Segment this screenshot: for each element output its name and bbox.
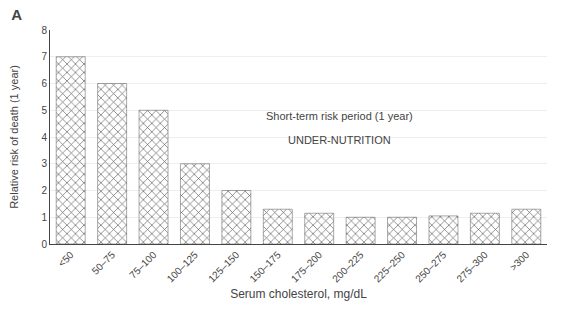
svg-text:A: A <box>11 6 22 23</box>
svg-text:150–175: 150–175 <box>247 249 283 285</box>
svg-text:250–275: 250–275 <box>413 249 449 285</box>
svg-text:0: 0 <box>41 239 47 250</box>
svg-text:>300: >300 <box>508 249 532 273</box>
svg-text:100–125: 100–125 <box>165 249 201 285</box>
svg-text:UNDER-NUTRITION: UNDER-NUTRITION <box>288 134 391 146</box>
svg-text:3: 3 <box>41 158 47 169</box>
svg-text:4: 4 <box>41 132 47 143</box>
svg-text:Relative risk of death (1 year: Relative risk of death (1 year) <box>8 65 20 209</box>
svg-text:200–225: 200–225 <box>330 249 366 285</box>
svg-text:1: 1 <box>41 212 47 223</box>
svg-text:75–100: 75–100 <box>127 249 159 281</box>
svg-text:7: 7 <box>41 51 47 62</box>
svg-text:8: 8 <box>41 25 47 36</box>
svg-text:Serum cholesterol, mg/dL: Serum cholesterol, mg/dL <box>230 287 367 301</box>
svg-text:50–75: 50–75 <box>90 249 118 277</box>
svg-text:175–200: 175–200 <box>289 249 325 285</box>
svg-text:125–150: 125–150 <box>206 249 242 285</box>
svg-text:<50: <50 <box>56 249 76 269</box>
svg-text:Short-term risk period (1 year: Short-term risk period (1 year) <box>266 110 413 122</box>
svg-text:275–300: 275–300 <box>455 249 491 285</box>
svg-text:2: 2 <box>41 185 47 196</box>
svg-text:5: 5 <box>41 105 47 116</box>
svg-text:225–250: 225–250 <box>372 249 408 285</box>
svg-text:6: 6 <box>41 78 47 89</box>
